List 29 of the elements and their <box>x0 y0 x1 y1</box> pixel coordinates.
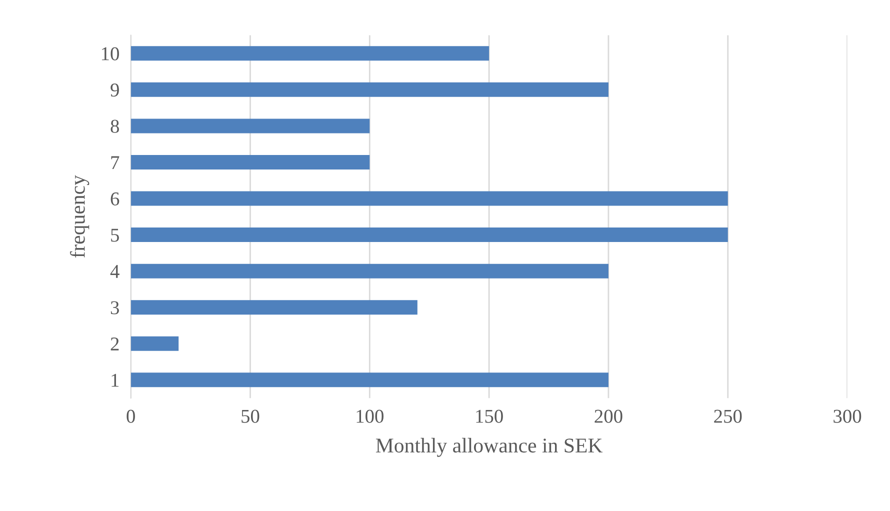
x-tick-label: 150 <box>476 410 503 423</box>
bar <box>130 46 490 61</box>
x-tick-label: 250 <box>714 410 742 423</box>
bar <box>130 300 418 315</box>
y-tick-label: 9 <box>110 84 119 97</box>
x-tick-label: 200 <box>594 410 622 423</box>
x-tick-label: 300 <box>834 410 862 423</box>
y-tick-label: 6 <box>110 192 120 206</box>
y-tick-label: 7 <box>111 156 120 169</box>
bar <box>130 264 608 278</box>
x-tick-label: 100 <box>356 410 384 423</box>
bar <box>130 82 608 97</box>
bar <box>130 228 728 242</box>
y-tick-label: 4 <box>110 265 120 278</box>
y-tick-label: 5 <box>111 228 119 242</box>
y-tick-label: 1 <box>112 374 119 387</box>
x-axis-title: Monthly allowance in SEK <box>376 438 603 457</box>
bar <box>130 372 608 388</box>
y-tick-label: 8 <box>110 120 119 133</box>
bar <box>130 154 370 170</box>
x-tick-label: 0 <box>126 410 135 423</box>
bar <box>130 118 370 134</box>
bar <box>130 336 179 351</box>
y-tick-label: 3 <box>110 301 119 314</box>
bar <box>130 191 728 206</box>
y-tick-label: 2 <box>110 338 119 350</box>
x-tick-label: 50 <box>242 410 260 423</box>
y-axis-title: frequency <box>70 175 90 258</box>
y-tick-label: 10 <box>102 47 119 60</box>
